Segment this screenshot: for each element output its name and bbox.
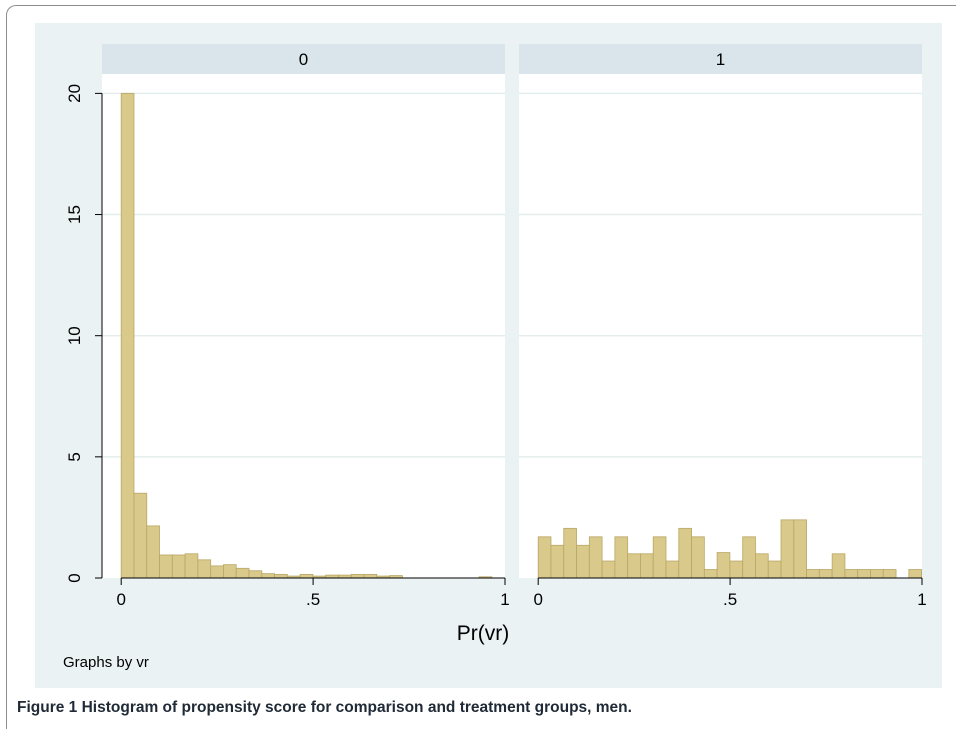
histogram-bar bbox=[563, 527, 577, 579]
x-tick-label: .5 bbox=[723, 590, 737, 609]
histogram-bar bbox=[627, 553, 641, 579]
histogram-bar bbox=[184, 553, 199, 579]
histogram-bar bbox=[159, 554, 173, 579]
histogram-bar bbox=[844, 569, 859, 579]
histogram-bar bbox=[120, 92, 135, 579]
histogram-bar bbox=[350, 573, 365, 579]
histogram-bar bbox=[576, 544, 590, 579]
x-tick-label: 1 bbox=[917, 590, 926, 609]
y-tick-label: 0 bbox=[65, 573, 84, 582]
histogram-bar bbox=[550, 544, 565, 579]
histogram-bar bbox=[299, 573, 314, 579]
caption-text: Histogram of propensity score for compar… bbox=[77, 699, 632, 716]
histogram-bar bbox=[248, 570, 263, 579]
histogram-bar bbox=[780, 519, 795, 579]
panel-strip bbox=[102, 44, 505, 74]
figure-frame bbox=[6, 5, 956, 729]
histogram-bar bbox=[235, 567, 250, 579]
histogram-bar bbox=[537, 536, 552, 579]
histogram-bar bbox=[767, 560, 782, 579]
histogram-bar bbox=[274, 573, 288, 579]
panel-title: 0 bbox=[299, 50, 308, 69]
plot-area bbox=[102, 74, 505, 578]
histogram-bar bbox=[703, 569, 718, 579]
histogram-bar bbox=[363, 573, 378, 579]
histogram-bar bbox=[742, 536, 756, 579]
histogram-bar bbox=[614, 536, 629, 579]
x-axis-title: Pr(vr) bbox=[457, 622, 509, 645]
histogram-bar bbox=[806, 569, 820, 579]
y-tick-label: 10 bbox=[65, 326, 84, 345]
histogram-bar bbox=[857, 569, 871, 579]
histogram-bar bbox=[882, 569, 897, 579]
y-tick-label: 5 bbox=[65, 452, 84, 461]
y-tick-label: 15 bbox=[65, 205, 84, 224]
histogram-bar bbox=[133, 492, 148, 579]
histogram-bar bbox=[729, 560, 744, 579]
x-tick-label: 0 bbox=[116, 590, 125, 609]
histogram-bar bbox=[870, 569, 884, 579]
histogram-bar bbox=[716, 552, 731, 579]
panel-title: 1 bbox=[716, 50, 725, 69]
histogram-bar bbox=[223, 564, 237, 579]
histogram-bar bbox=[678, 527, 692, 579]
histogram-bar bbox=[652, 536, 667, 579]
histogram-bar bbox=[640, 553, 654, 579]
histogram-bar bbox=[793, 519, 807, 579]
panel-strip bbox=[519, 44, 922, 74]
x-tick-label: 0 bbox=[533, 590, 542, 609]
y-tick-label: 20 bbox=[65, 84, 84, 103]
histogram-bar bbox=[601, 560, 616, 579]
figure-caption: Figure 1 Histogram of propensity score f… bbox=[17, 699, 632, 717]
histogram-bar bbox=[665, 560, 680, 579]
histogram-bar bbox=[197, 559, 212, 579]
histogram-bar bbox=[755, 553, 769, 579]
histogram-bar bbox=[210, 565, 224, 579]
graph-note: Graphs by vr bbox=[63, 654, 149, 671]
histogram-bar bbox=[146, 525, 160, 579]
histogram-bar bbox=[261, 573, 275, 579]
panel-1: 10.5 1 bbox=[519, 44, 927, 609]
caption-label: Figure 1 bbox=[17, 699, 78, 716]
histogram-bar bbox=[171, 554, 186, 579]
histogram-bar bbox=[588, 536, 603, 579]
x-tick-label: .5 bbox=[306, 590, 320, 609]
histogram-bar bbox=[818, 569, 833, 579]
x-tick-label: 1 bbox=[500, 590, 509, 609]
histogram-bar bbox=[691, 536, 705, 579]
plot-area bbox=[519, 74, 922, 578]
histogram-bar bbox=[831, 553, 846, 579]
histogram-bar bbox=[908, 569, 923, 579]
